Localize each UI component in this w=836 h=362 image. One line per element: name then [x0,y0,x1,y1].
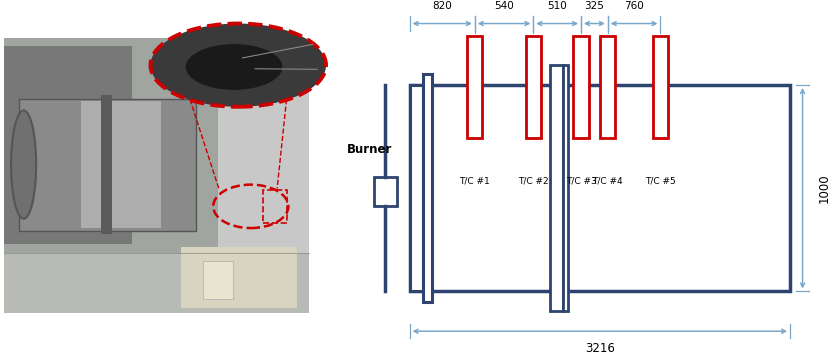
Bar [4,46,132,244]
Bar [423,74,432,302]
Text: T/C #4: T/C #4 [593,177,623,185]
Bar [410,85,790,291]
Text: 540: 540 [494,1,514,11]
Bar [653,36,668,138]
Bar [19,98,196,231]
Bar [81,101,161,228]
Text: 3216: 3216 [585,342,614,355]
Ellipse shape [186,44,283,90]
Bar [202,261,233,299]
Ellipse shape [11,110,36,219]
Bar [374,177,397,206]
Text: T/C #5: T/C #5 [645,177,675,185]
Text: 510: 510 [548,1,567,11]
Text: T/C #3: T/C #3 [566,177,596,185]
Bar [263,190,288,223]
Bar [181,247,297,308]
Bar [467,36,482,138]
Bar [4,253,309,313]
Bar [4,38,309,313]
Text: 760: 760 [624,1,644,11]
Text: Burner: Burner [347,143,392,156]
Bar [410,85,423,291]
Text: 325: 325 [584,1,604,11]
Bar [563,65,568,311]
Text: T/C #1: T/C #1 [460,177,490,185]
Text: 820: 820 [432,1,452,11]
Bar [526,36,541,138]
Ellipse shape [150,24,326,107]
Bar [101,95,111,234]
Bar [573,36,589,138]
Text: 1000: 1000 [818,173,831,203]
Bar [550,65,563,311]
Bar [4,38,217,313]
Text: T/C #2: T/C #2 [518,177,548,185]
Bar [600,36,615,138]
